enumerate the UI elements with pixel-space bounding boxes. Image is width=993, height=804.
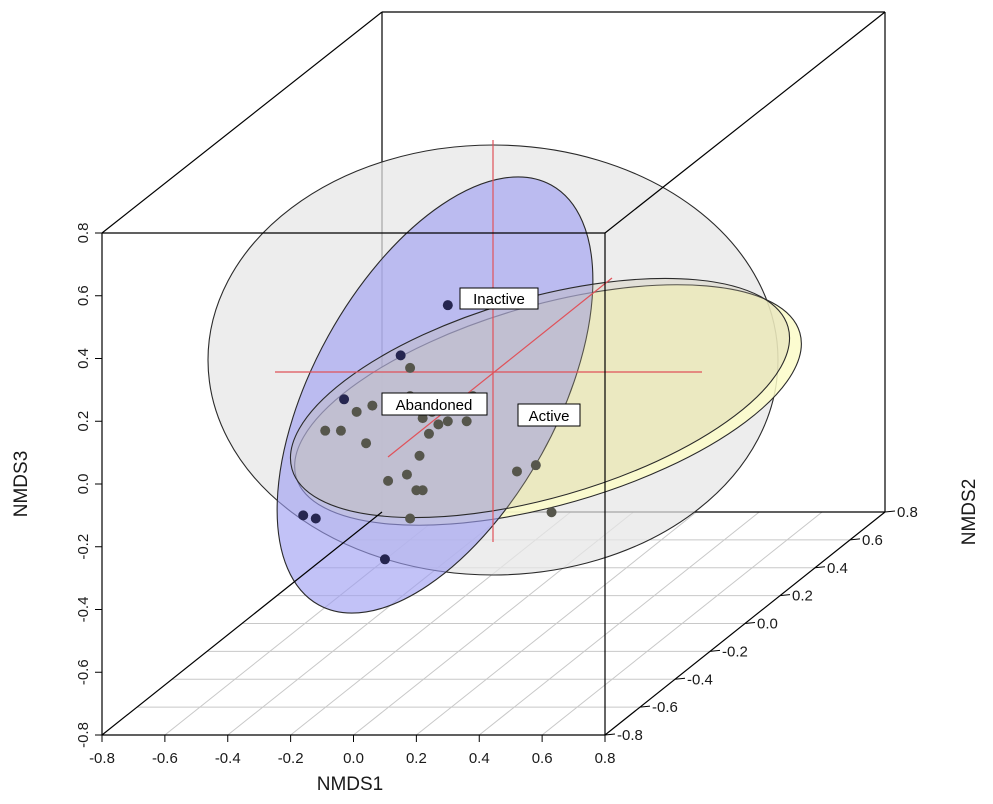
data-point (442, 300, 453, 311)
z-tick-mark (849, 538, 861, 541)
z-axis-title: NMDS2 (959, 479, 980, 546)
data-point (442, 416, 453, 427)
label-box-active (517, 403, 581, 427)
z-tick-label: -0.6 (652, 699, 678, 716)
data-point (361, 438, 372, 449)
data-point (433, 419, 444, 430)
data-point (383, 475, 394, 486)
floor-grid-line (416, 511, 697, 736)
x-tick-label: 0.0 (343, 750, 364, 767)
data-point (546, 507, 557, 518)
x-tick-label: -0.8 (89, 750, 115, 767)
data-point (335, 425, 346, 436)
z-tick-label: -0.2 (722, 643, 748, 660)
data-point (417, 485, 428, 496)
y-tick-label: 0.0 (75, 474, 92, 495)
data-points (298, 300, 557, 565)
z-tick-mark (814, 566, 826, 569)
y-tick-label: -0.2 (75, 534, 92, 560)
group-ellipses (207, 144, 802, 614)
y-axis-title: NMDS3 (11, 451, 32, 518)
y-tick-label: -0.8 (75, 722, 92, 748)
x-axis: -0.8 -0.6 -0.4 -0.2 0.0 0.2 0.4 0.6 0.8 (89, 735, 615, 767)
label-inactive: Inactive (473, 291, 525, 308)
centroid-lines (275, 140, 702, 542)
data-point (298, 510, 309, 521)
z-tick-mark (709, 649, 721, 652)
y-tick-label: 0.8 (75, 223, 92, 244)
data-point (405, 362, 416, 373)
z-tick-mark (639, 705, 651, 708)
data-point (401, 469, 412, 480)
y-tick-label: 0.2 (75, 411, 92, 432)
data-point (367, 400, 378, 411)
x-tick-label: -0.2 (278, 750, 304, 767)
y-axis: -0.8 -0.6 -0.4 -0.2 0.0 0.2 0.4 0.6 0.8 (75, 223, 102, 748)
x-tick-label: 0.6 (532, 750, 553, 767)
data-point (530, 460, 541, 471)
label-active: Active (529, 408, 570, 425)
z-tick-label: 0.6 (862, 532, 883, 549)
floor-grid-line (541, 511, 823, 736)
x-tick-label: -0.4 (215, 750, 241, 767)
x-tick-label: 0.2 (406, 750, 427, 767)
z-tick-label: 0.8 (897, 504, 918, 521)
z-tick-label: 0.2 (792, 588, 813, 605)
z-tick-label: -0.4 (687, 671, 713, 688)
x-tick-label: -0.6 (152, 750, 178, 767)
z-tick-mark (779, 594, 791, 597)
data-point (511, 466, 522, 477)
y-tick-label: 0.4 (75, 348, 92, 369)
data-point (423, 428, 434, 439)
data-point (351, 406, 362, 417)
data-point (461, 416, 472, 427)
z-tick-mark (604, 733, 616, 736)
group-labels: Inactive Abandoned Active (381, 287, 581, 427)
z-axis: -0.8 -0.6 -0.4 -0.2 0.0 0.2 0.4 0.6 0.8 (604, 504, 918, 744)
data-point (310, 513, 321, 524)
floor-grid-line (478, 511, 760, 736)
data-point (320, 425, 331, 436)
x-tick-label: 0.4 (469, 750, 490, 767)
z-tick-label: 0.0 (757, 616, 778, 633)
data-point (417, 413, 428, 424)
label-box-abandoned (381, 392, 488, 416)
z-tick-label: 0.4 (827, 560, 848, 577)
y-tick-label: 0.6 (75, 285, 92, 306)
z-tick-label: -0.8 (617, 727, 643, 744)
y-tick-label: -0.6 (75, 659, 92, 685)
data-point (405, 513, 416, 524)
z-tick-mark (884, 510, 896, 513)
data-point (339, 394, 350, 405)
label-abandoned: Abandoned (396, 397, 473, 414)
z-tick-mark (674, 677, 686, 680)
data-point (379, 554, 390, 565)
z-tick-mark (744, 622, 756, 624)
x-tick-label: 0.8 (595, 750, 616, 767)
y-tick-label: -0.4 (75, 597, 92, 623)
x-axis-title: NMDS1 (317, 774, 384, 795)
label-box-inactive (459, 287, 539, 310)
data-point (395, 350, 406, 361)
data-point (414, 450, 425, 461)
